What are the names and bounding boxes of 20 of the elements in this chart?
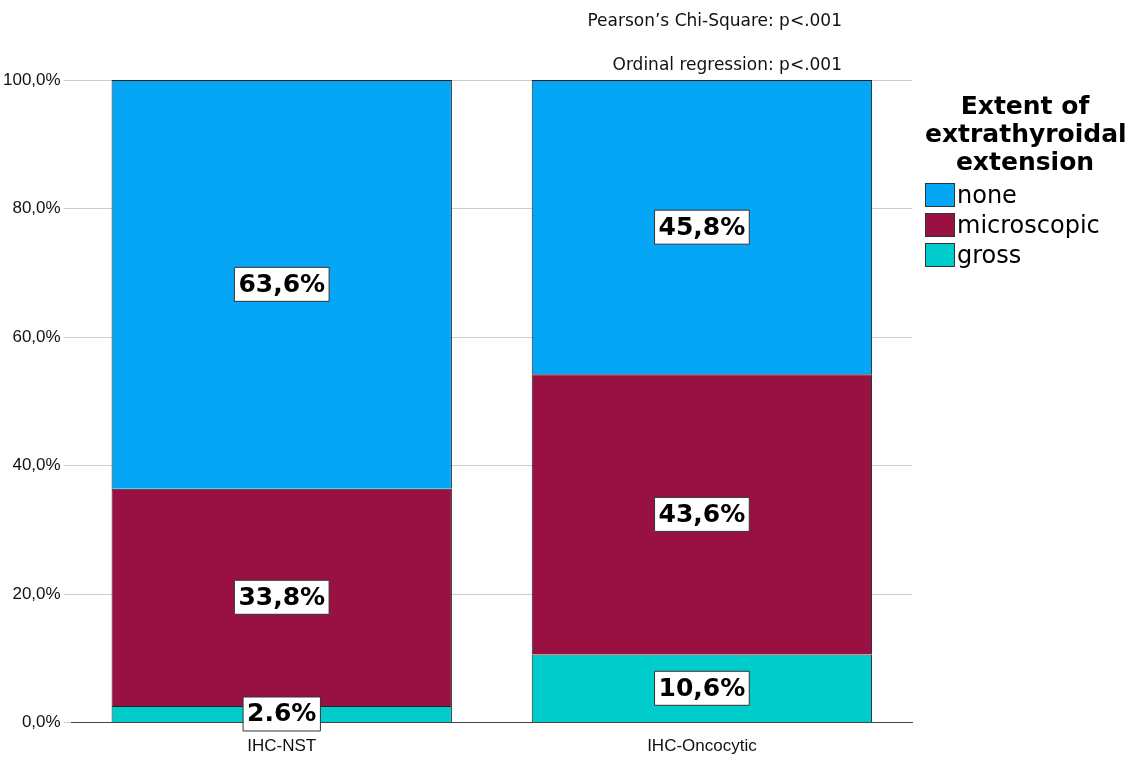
legend-label: microscopic <box>957 211 1100 239</box>
legend-label: gross <box>957 241 1022 269</box>
y-tick-label: 20,0% <box>12 583 61 603</box>
data-label: 2.6% <box>247 698 317 728</box>
y-tick-label: 80,0% <box>12 198 61 218</box>
y-tick-label: 40,0% <box>12 455 61 475</box>
legend-title: Extent of extrathyroidal extension <box>925 91 1127 176</box>
x-tick-label: IHC-NST <box>247 736 317 756</box>
text: none <box>957 181 1017 209</box>
y-tick-label: 100,0% <box>2 69 61 89</box>
data-label: 45,8% <box>658 211 746 241</box>
y-tick-label: 60,0% <box>12 326 61 346</box>
y-tick-label: 0,0% <box>21 712 61 732</box>
text: Ordinal regression: p<.001 <box>612 54 842 75</box>
x-tick-label: IHC-Oncocytic <box>647 736 758 756</box>
text: Pearson’s Chi-Square: p<.001 <box>587 10 842 31</box>
data-label: 33,8% <box>238 581 326 611</box>
data-label: 63,6% <box>238 268 326 298</box>
data-label: 43,6% <box>658 498 746 528</box>
data-label: 10,6% <box>658 672 746 702</box>
